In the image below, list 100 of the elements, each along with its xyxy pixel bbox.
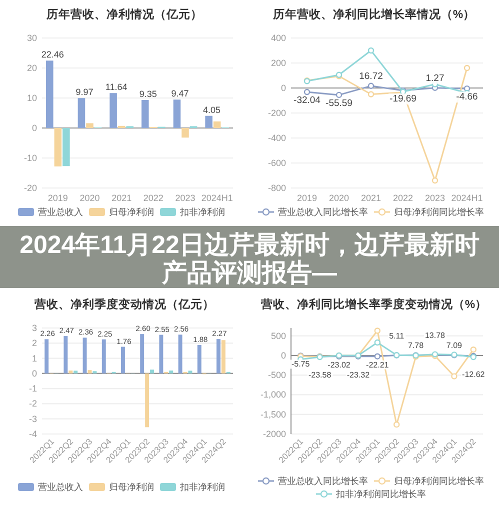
point xyxy=(374,353,380,360)
legend-label: 营业总收入 xyxy=(38,482,83,492)
bar xyxy=(140,334,144,374)
y-tick-label: -600 xyxy=(268,158,286,168)
data-label: -23.02 xyxy=(328,360,351,370)
y-tick-label: 0 xyxy=(280,350,286,360)
y-tick-label: 30 xyxy=(26,33,37,43)
x-tick-label: 2019 xyxy=(296,193,318,203)
bar xyxy=(159,334,164,374)
x-tick-label: 2022 xyxy=(143,193,164,203)
point xyxy=(432,177,438,184)
bar xyxy=(82,338,87,374)
text: 2024年11月22日边芹最新时，边芹最新时产品评测报告— xyxy=(20,231,480,287)
data-label: 9.47 xyxy=(171,88,189,99)
data-label: 9.35 xyxy=(139,88,157,99)
data-label: -19.69 xyxy=(390,93,416,104)
point xyxy=(304,88,310,96)
legend-label: 归母净利润 xyxy=(109,207,154,217)
bar xyxy=(145,373,150,428)
x-tick-label: 2022 xyxy=(392,193,414,203)
bar xyxy=(197,344,202,374)
y-tick-label: 1 xyxy=(32,353,37,364)
legend-label: 扣非净利润 xyxy=(179,207,225,217)
data-label: -32.04 xyxy=(294,95,320,106)
bar xyxy=(142,100,149,128)
data-label: -22.21 xyxy=(366,360,390,370)
data-label: 13.78 xyxy=(424,330,446,340)
y-tick-label: -3 xyxy=(28,414,37,424)
chart-title: 历年营收、净利情况（亿元） xyxy=(46,7,202,21)
bar xyxy=(150,370,154,374)
bar xyxy=(205,116,212,128)
bar xyxy=(78,98,86,128)
data-label: -5.75 xyxy=(291,360,310,369)
bar xyxy=(221,340,226,374)
data-label: -23.58 xyxy=(308,370,332,380)
y-tick-label: -1,500 xyxy=(260,409,286,420)
bar xyxy=(86,123,94,128)
x-tick-label: 2023 xyxy=(424,193,446,203)
bar xyxy=(102,339,106,374)
y-tick-label: 0 xyxy=(280,83,286,93)
y-tick-label: 2 xyxy=(32,338,37,348)
legend-label: 营业总收入同比增长率 xyxy=(278,476,368,486)
bar xyxy=(46,60,54,128)
y-tick-label: 20 xyxy=(26,63,37,73)
data-label: -4.66 xyxy=(456,92,478,103)
point xyxy=(394,421,400,428)
x-tick-label: 2020 xyxy=(328,193,350,203)
y-tick-label: -500 xyxy=(268,370,286,380)
legend-label: 归母净利润 xyxy=(109,482,154,492)
x-tick-label: 2024H1 xyxy=(201,193,233,203)
y-tick-label: 400 xyxy=(270,33,286,43)
point xyxy=(368,47,374,54)
point xyxy=(464,64,470,72)
legend-label: 扣非净利润同比增长率 xyxy=(335,489,426,499)
chart-title: 营收、净利季度变动情况（亿元） xyxy=(34,297,214,311)
data-label: 7.09 xyxy=(446,341,463,350)
chart-title: 历年营收、净利同比增长率情况（%） xyxy=(272,7,476,21)
legend-label: 归母净利润同比增长率 xyxy=(394,207,484,217)
bar xyxy=(188,370,192,374)
point xyxy=(374,339,380,346)
bar xyxy=(74,370,78,374)
point xyxy=(374,328,380,334)
data-label: 7.78 xyxy=(408,341,424,350)
data-label: 22.46 xyxy=(41,50,64,60)
data-label: 4.05 xyxy=(203,104,221,115)
legend-label: 营业总收入 xyxy=(38,207,83,217)
data-label: 11.64 xyxy=(105,82,128,92)
data-label: 16.72 xyxy=(359,70,383,82)
y-tick-label: -4 xyxy=(28,429,37,439)
bar xyxy=(213,121,221,128)
y-tick-label: 0 xyxy=(32,123,37,133)
data-label: 9.97 xyxy=(76,87,94,98)
y-tick-label: 0 xyxy=(32,368,37,378)
y-tick-label: -2000 xyxy=(262,429,286,439)
x-tick-label: 2019 xyxy=(48,193,68,203)
data-label: 5.11 xyxy=(389,331,405,340)
y-tick-label: 500 xyxy=(270,330,286,341)
x-tick-label: 2021 xyxy=(360,193,382,203)
bar xyxy=(44,339,49,374)
y-tick-label: 10 xyxy=(26,93,37,103)
bar xyxy=(62,128,70,166)
y-tick-label: -20 xyxy=(24,183,37,193)
bar xyxy=(68,370,73,374)
y-tick-label: 200 xyxy=(270,58,286,68)
data-label: -12.62 xyxy=(462,370,486,379)
y-tick-label: -1,000 xyxy=(260,390,286,400)
x-tick-label: 2021 xyxy=(112,193,132,203)
y-tick-label: -10 xyxy=(24,153,37,163)
legend-label: 扣非净利润 xyxy=(179,482,225,492)
x-tick-label: 2024H1 xyxy=(451,193,483,203)
x-tick-label: 2023 xyxy=(175,193,196,203)
bar xyxy=(110,93,117,128)
y-tick-label: -1 xyxy=(28,384,37,394)
y-tick-label: -400 xyxy=(268,133,286,143)
point xyxy=(336,92,342,98)
chart-title: 营收、净利同比增长率季度变动情况（%） xyxy=(260,297,488,311)
point xyxy=(368,91,374,98)
bar xyxy=(88,370,92,374)
bar xyxy=(173,100,181,128)
point xyxy=(470,346,476,353)
